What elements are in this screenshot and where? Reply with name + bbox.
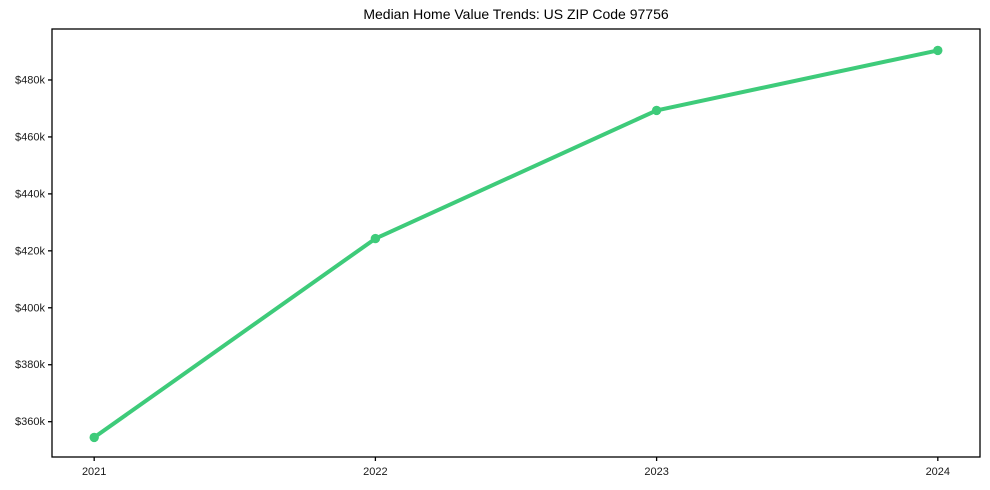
x-axis-tick-label: 2024 — [926, 466, 950, 478]
y-axis-tick-label: $460k — [15, 131, 45, 143]
data-point-marker — [370, 233, 381, 244]
x-axis-tick-label: 2023 — [644, 466, 668, 478]
y-axis-tick-label: $480k — [15, 74, 45, 86]
data-series-layer — [89, 45, 943, 443]
y-axis-tick-label: $360k — [15, 416, 45, 428]
trend-line — [92, 48, 940, 440]
y-axis-tick-label: $380k — [15, 359, 45, 371]
data-point-marker — [933, 45, 943, 56]
y-axis-tick-label: $420k — [15, 245, 45, 257]
y-axis-tick-label: $400k — [15, 302, 45, 314]
axis-ticks-layer: $360k $380k $400k $420k $440k $460k $480k 2021 2… — [15, 74, 950, 478]
chart-title: Median Home Value Trends: US ZIP Code 97… — [363, 6, 669, 22]
data-point-marker — [651, 105, 662, 116]
data-point-marker — [89, 432, 99, 443]
x-axis-tick-label: 2022 — [363, 466, 387, 478]
x-axis-tick-label: 2021 — [82, 466, 106, 478]
y-axis-tick-label: $440k — [15, 188, 45, 200]
plot-border — [51, 28, 981, 458]
